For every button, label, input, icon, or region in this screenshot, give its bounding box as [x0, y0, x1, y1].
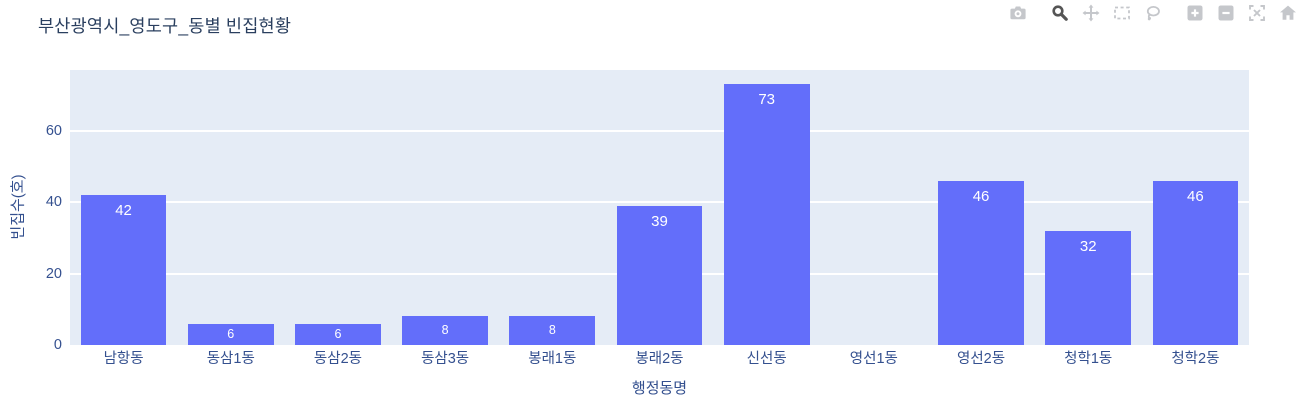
bar-label: 46 [1187, 187, 1204, 205]
zoom-in-icon[interactable] [1186, 4, 1204, 22]
bar-label: 46 [972, 187, 990, 205]
x-tick-label: 영선1동 [849, 351, 898, 367]
bar-label: 32 [1079, 237, 1097, 255]
x-axis-title: 행정동명 [631, 380, 688, 397]
zoom-icon[interactable] [1051, 4, 1069, 22]
autoscale-icon[interactable] [1248, 4, 1266, 22]
x-tick-label: 청학1동 [1064, 351, 1113, 367]
x-tick-label: 봉래1동 [528, 351, 577, 367]
bar[interactable]: 39 [616, 205, 703, 345]
bar-label: 6 [334, 326, 342, 341]
bar[interactable]: 46 [938, 180, 1024, 345]
y-tick-label: 40 [45, 194, 62, 211]
x-tick-label: 동삼3동 [421, 351, 470, 367]
y-tick-label: 60 [45, 122, 62, 139]
bar-label: 6 [227, 326, 235, 341]
x-tick-label: 남항동 [103, 351, 144, 367]
x-tick-label: 동삼1동 [206, 351, 255, 367]
gridline [70, 129, 1249, 132]
bar[interactable]: 6 [187, 323, 274, 345]
x-tick-label: 영선2동 [956, 351, 1006, 367]
x-tick-label: 봉래2동 [635, 351, 684, 367]
gridline [70, 201, 1249, 204]
bar[interactable]: 8 [509, 316, 596, 345]
y-tick-label: 0 [53, 337, 62, 353]
bar-label: 42 [115, 202, 132, 219]
y-tick-label: 20 [45, 265, 62, 282]
bar-label: 8 [441, 323, 449, 338]
bar[interactable]: 32 [1045, 230, 1132, 345]
bar[interactable]: 42 [80, 195, 167, 345]
modebar [996, 4, 1297, 22]
bar-label: 8 [548, 323, 556, 338]
lasso-select-icon[interactable] [1144, 4, 1162, 22]
x-tick-label: 동삼2동 [313, 351, 362, 367]
bar-label: 39 [651, 212, 668, 230]
chart-title: 부산광역시_영도구_동별 빈집현황 [38, 16, 292, 36]
x-tick-label: 청학2동 [1171, 351, 1220, 367]
bar[interactable]: 6 [295, 323, 381, 345]
zoom-out-icon[interactable] [1217, 4, 1235, 22]
bar[interactable]: 46 [1152, 180, 1239, 345]
box-select-icon[interactable] [1113, 4, 1131, 22]
bar[interactable]: 8 [402, 316, 488, 345]
x-tick-label: 신선동 [746, 351, 787, 367]
bar[interactable]: 73 [723, 84, 810, 345]
reset-axes-home-icon[interactable] [1279, 4, 1297, 22]
bar-label: 73 [758, 91, 775, 109]
camera-icon[interactable] [1009, 4, 1027, 22]
plot-area[interactable]: 42 6 6 8 8 39 73 46 32 46 [70, 70, 1249, 345]
pan-icon[interactable] [1082, 4, 1100, 22]
